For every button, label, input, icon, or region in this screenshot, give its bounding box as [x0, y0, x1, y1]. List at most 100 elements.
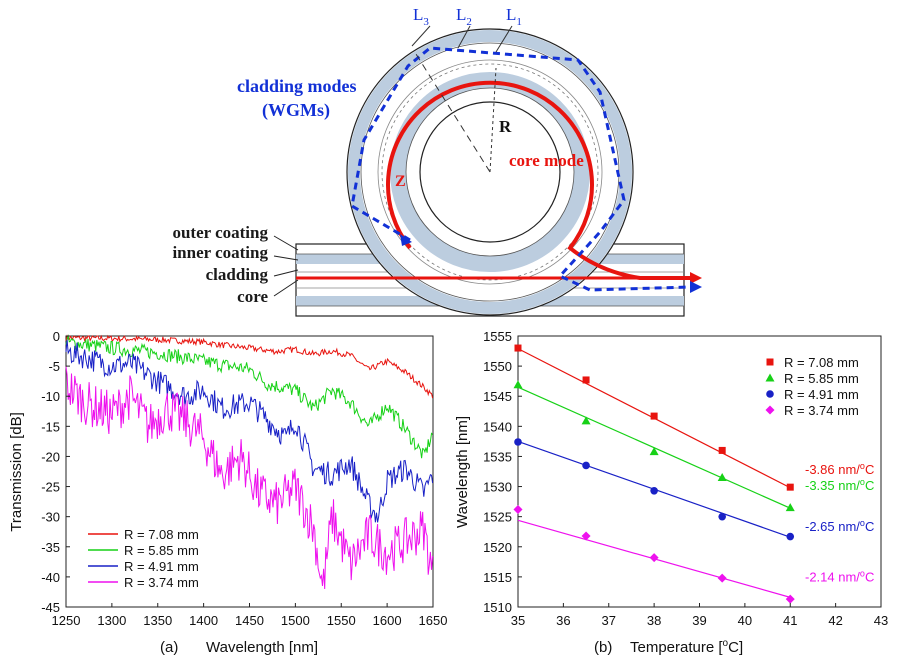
chart-b-data-point	[718, 512, 726, 521]
chart-b-y-tick-label: 1545	[483, 389, 512, 404]
boundary-line	[377, 59, 603, 285]
chart-a-legend-label: R = 4.91 mm	[124, 559, 199, 574]
chart-b-y-tick-label: 1555	[483, 329, 512, 344]
chart-a-x-ticks: 1250 1300 1350 1400 1450 1500 1550 1600 1650	[52, 603, 448, 628]
radius-line	[489, 67, 497, 173]
chart-a-y-tick-label: -40	[41, 570, 60, 585]
chart-a-y-tick-label: -35	[41, 540, 60, 555]
chart-b-data-point	[581, 531, 591, 541]
chart-a-legend-label: R = 5.85 mm	[124, 543, 199, 558]
chart-a-series-group	[65, 334, 434, 590]
chart-b-y-tick-label: 1540	[483, 419, 512, 434]
chart-b-data-point	[717, 573, 727, 583]
chart-a-y-tick-label: -30	[41, 510, 60, 525]
chart-b-y-tick-label: 1530	[483, 480, 512, 495]
chart-a-legend: R = 7.08 mmR = 5.85 mmR = 4.91 mmR = 3.7…	[88, 527, 199, 590]
chart-b-slope-label: -2.65 nm/oC	[805, 518, 874, 534]
core-mode-arrowhead	[690, 272, 702, 284]
core-mode-path	[386, 80, 690, 280]
chart-b-slope-label: -3.86 nm/oC	[805, 461, 874, 477]
chart-b-x-tick-label: 38	[647, 613, 661, 628]
fiber-loop-diagram: L3 L2 L1 cladding modes (WGMs) R core mo…	[172, 5, 702, 317]
chart-b-data-point	[766, 358, 774, 366]
chart-b-x-tick-label: 37	[602, 613, 616, 628]
l1-pointer	[495, 25, 513, 53]
chart-b-data-point	[513, 504, 523, 514]
chart-b-data-point	[582, 376, 590, 384]
loop-inner-coating-band	[390, 72, 590, 272]
chart-b-data-point	[513, 380, 523, 389]
chart-b-legend-label: R = 4.91 mm	[784, 387, 859, 402]
label-R: R	[499, 117, 512, 136]
chart-a-y-tick-label: -45	[41, 600, 60, 615]
label-core: core	[237, 287, 268, 306]
chart-b-data-point	[717, 473, 727, 482]
pointer-inner-coating	[273, 255, 299, 261]
chart-b-panel-label: (b)	[594, 639, 612, 656]
chart-b-legend-label: R = 3.74 mm	[784, 403, 859, 418]
chart-b-data-point	[514, 344, 522, 352]
chart-b-data-point	[649, 447, 659, 456]
chart-b-y-tick-label: 1535	[483, 449, 512, 464]
chart-a-x-tick-label: 1300	[97, 613, 126, 628]
chart-b: -3.86 nm/oC-3.35 nm/oC -2.65 nm/oC -2.14 n…	[454, 329, 888, 656]
label-wgms: (WGMs)	[262, 100, 330, 121]
chart-b-legend: R = 7.08 mmR = 5.85 mmR = 4.91 mmR = 3.7…	[765, 355, 859, 418]
chart-b-x-tick-label: 35	[511, 613, 525, 628]
chart-a-legend-label: R = 3.74 mm	[124, 575, 199, 590]
chart-b-x-tick-label: 36	[556, 613, 570, 628]
chart-a: 1250 1300 1350 1400 1450 1500 1550 1600 1650 0 -5…	[8, 329, 447, 656]
cladding-mode-arrowhead	[690, 281, 702, 293]
chart-a-x-tick-label: 1350	[143, 613, 172, 628]
chart-b-xlabel: Temperature [oC]	[630, 638, 743, 656]
label-l2: L2	[456, 5, 472, 28]
chart-a-xlabel: Wavelength [nm]	[206, 639, 318, 656]
chart-b-x-tick-label: 39	[692, 613, 706, 628]
chart-a-x-tick-label: 1600	[373, 613, 402, 628]
chart-b-x-tick-label: 43	[874, 613, 888, 628]
chart-b-x-tick-label: 41	[783, 613, 797, 628]
chart-a-x-tick-label: 1450	[235, 613, 264, 628]
label-z: Z	[395, 173, 406, 190]
chart-b-y-tick-label: 1550	[483, 359, 512, 374]
cladding-mode-path	[350, 46, 691, 292]
label-l1: L1	[506, 5, 522, 28]
chart-b-y-tick-label: 1525	[483, 510, 512, 525]
loop-outer-coating-band	[348, 30, 632, 314]
chart-b-legend-label: R = 5.85 mm	[784, 371, 859, 386]
chart-a-panel-label: (a)	[160, 639, 178, 656]
chart-b-ylabel: Wavelength [nm]	[454, 416, 471, 528]
chart-a-legend-label: R = 7.08 mm	[124, 527, 199, 542]
chart-b-y-ticks: 1510 1515 1520 1525 1530 1535 1540 1545 1550 1555	[483, 329, 522, 615]
chart-a-x-tick-label: 1250	[52, 613, 81, 628]
chart-a-y-tick-label: 0	[53, 329, 60, 344]
chart-b-slope-label: -3.35 nm/oC	[805, 477, 874, 493]
dashed-radius-circle	[381, 63, 599, 281]
chart-a-x-tick-label: 1650	[419, 613, 448, 628]
chart-b-data-point	[650, 486, 658, 495]
chart-b-data-point	[786, 483, 794, 491]
chart-a-y-tick-label: -5	[48, 359, 60, 374]
chart-a-series-line-3	[65, 366, 434, 590]
label-core-mode: core mode	[509, 151, 584, 170]
cladding-mode-arrowhead-left	[400, 234, 412, 246]
chart-b-data-point	[581, 416, 591, 425]
chart-a-series-line-0	[65, 334, 434, 399]
chart-b-legend-label: R = 7.08 mm	[784, 355, 859, 370]
chart-b-data-point	[649, 553, 659, 563]
chart-b-y-tick-label: 1510	[483, 600, 512, 615]
chart-b-y-tick-label: 1515	[483, 570, 512, 585]
chart-a-y-ticks: 0 -5 -10 -15 -20 -25 -30 -35 -40 -45	[41, 329, 70, 615]
chart-a-y-tick-label: -10	[41, 389, 60, 404]
chart-b-data-point	[766, 390, 774, 398]
chart-a-series-line-2	[65, 339, 434, 523]
l2-pointer	[457, 25, 471, 49]
chart-b-data-point	[785, 594, 795, 604]
label-l3: L3	[413, 5, 429, 28]
pointer-outer-coating	[273, 235, 299, 251]
l3-pointer	[411, 25, 431, 47]
chart-b-data-point	[514, 438, 522, 446]
chart-b-data-point	[718, 446, 726, 454]
chart-a-x-tick-label: 1550	[327, 613, 356, 628]
